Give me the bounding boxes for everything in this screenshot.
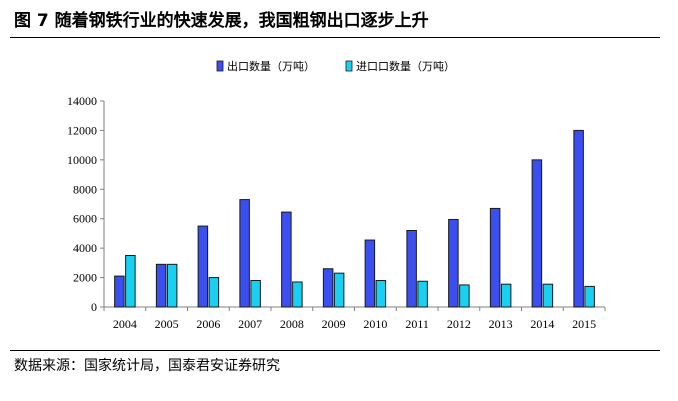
y-tick-label: 6000 (73, 212, 97, 226)
x-tick-label: 2006 (196, 317, 220, 331)
bar-import-2012 (459, 284, 470, 308)
bar-import-2015 (584, 285, 595, 308)
x-tick-label: 2004 (113, 317, 137, 331)
bar-export-2015 (573, 129, 584, 308)
legend: 出口数量（万吨） 进口口数量（万吨） (216, 59, 455, 73)
bar-export-2011 (406, 229, 417, 308)
x-tick-label: 2014 (530, 317, 554, 331)
bar-import-2008 (292, 281, 303, 308)
legend-label: 出口数量（万吨） (227, 59, 315, 73)
bar-import-2007 (250, 280, 261, 308)
x-tick-label: 2012 (447, 317, 471, 331)
bar-export-2006 (197, 225, 209, 308)
bar-import-2010 (375, 280, 387, 308)
bar-import-2014 (542, 283, 554, 308)
legend-swatch (216, 60, 224, 72)
x-tick-label: 2013 (489, 317, 513, 331)
y-tick-label: 14000 (67, 94, 97, 108)
y-tick-label: 4000 (73, 241, 97, 255)
source-note: 数据来源：国家统计局，国泰君安证券研究 (14, 358, 280, 374)
bottom-rule (10, 350, 660, 351)
y-tick-label: 10000 (67, 153, 97, 167)
figure-title: 图 7 随着钢铁行业的快速发展，我国粗钢出口逐步上升 (14, 11, 429, 31)
bar-chart: 出口数量（万吨） 进口口数量（万吨） 0 2000 4000 6000 8000 10000… (67, 59, 606, 331)
y-tick-label: 8000 (73, 182, 97, 196)
bar-export-2007 (239, 199, 250, 308)
x-tick-label: 2007 (238, 317, 262, 331)
x-tick-label: 2008 (280, 317, 304, 331)
chart-axes: 0 2000 4000 6000 8000 10000 12000 14000 2004 2005… (67, 94, 606, 331)
y-tick-label: 12000 (67, 123, 97, 137)
bar-import-2009 (333, 272, 345, 308)
chart-bars (114, 129, 595, 308)
bar-export-2005 (155, 263, 167, 308)
bar-export-2012 (448, 218, 459, 308)
bar-import-2011 (417, 280, 428, 308)
y-tick-label: 2000 (73, 271, 97, 285)
x-tick-label: 2015 (572, 317, 596, 331)
bar-export-2014 (531, 159, 543, 308)
bar-export-2010 (364, 239, 376, 308)
y-tick-label: 0 (91, 300, 97, 314)
bar-export-2004 (114, 275, 125, 308)
x-tick-label: 2009 (322, 317, 346, 331)
bar-export-2009 (322, 268, 334, 308)
legend-label: 进口口数量（万吨） (356, 60, 455, 73)
x-tick-label: 2010 (363, 317, 387, 331)
bar-import-2006 (208, 277, 220, 308)
bar-export-2013 (489, 207, 501, 308)
legend-swatch (345, 60, 353, 72)
top-rule (10, 37, 660, 38)
x-tick-label: 2005 (155, 317, 179, 331)
bar-export-2008 (281, 211, 292, 308)
bar-import-2004 (125, 255, 136, 308)
x-tick-label: 2011 (405, 317, 429, 331)
bar-import-2013 (500, 283, 512, 308)
bar-import-2005 (166, 263, 178, 308)
